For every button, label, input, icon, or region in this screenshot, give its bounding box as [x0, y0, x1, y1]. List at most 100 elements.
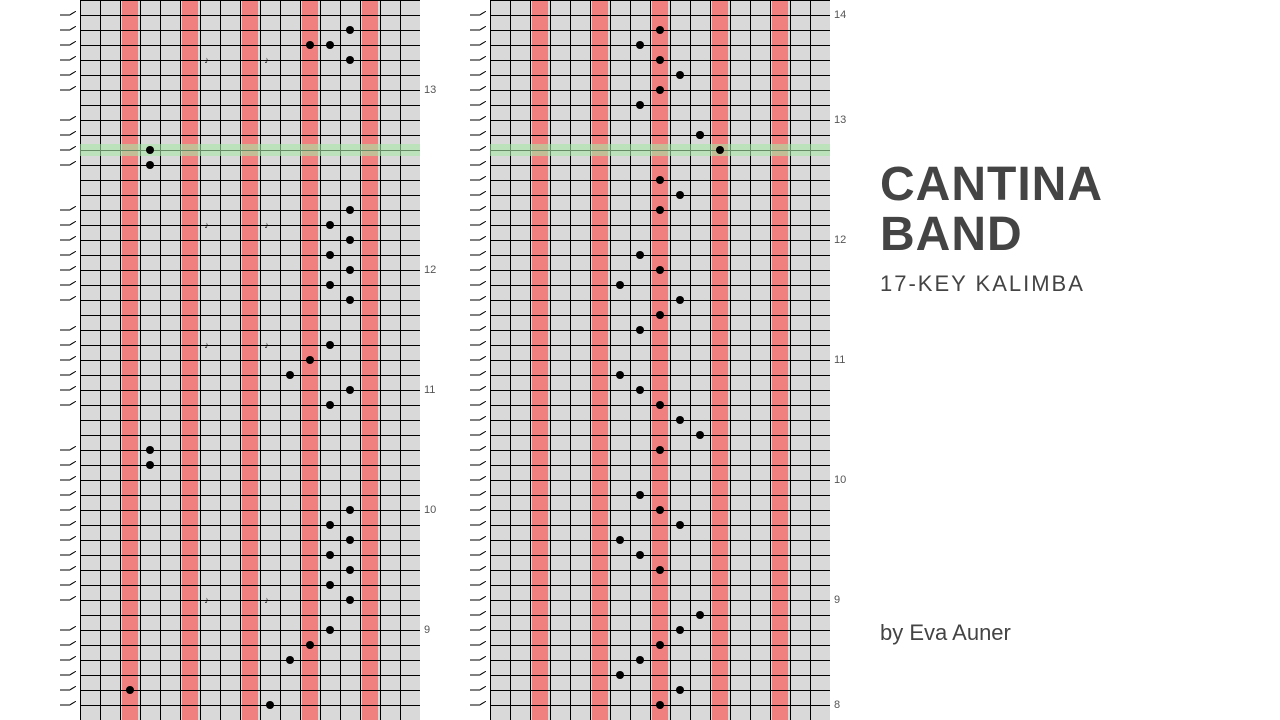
tab-note: [326, 251, 334, 259]
note-flag-icon: [470, 86, 488, 92]
beat-gridline: [80, 90, 420, 91]
beat-gridline: [490, 330, 830, 331]
beat-gridline: [80, 345, 420, 346]
beat-gridline: [80, 300, 420, 301]
grace-mark-icon: 𝆕: [205, 55, 208, 66]
beat-gridline: [80, 480, 420, 481]
tab-note: [656, 401, 664, 409]
beat-gridline: [490, 420, 830, 421]
title-block: CANTINA BAND 17-KEY KALIMBA: [880, 160, 1103, 297]
beat-gridline: [490, 135, 830, 136]
tab-note: [676, 521, 684, 529]
tab-note: [636, 326, 644, 334]
note-flag-icon: [470, 416, 488, 422]
beat-gridline: [80, 405, 420, 406]
beat-gridline: [80, 180, 420, 181]
note-flag-icon: [470, 356, 488, 362]
measure-number-label: 9: [834, 594, 840, 606]
note-flag-icon: [470, 101, 488, 107]
beat-gridline: [80, 375, 420, 376]
title-line-1: CANTINA: [880, 160, 1103, 210]
playhead-cursor[interactable]: [80, 144, 420, 156]
beat-gridline: [490, 75, 830, 76]
beat-gridline: [80, 360, 420, 361]
note-flag-icon: [470, 461, 488, 467]
note-flag-icon: [470, 116, 488, 122]
tab-note: [636, 656, 644, 664]
measure-number-label: 14: [834, 9, 846, 21]
note-flag-icon: [60, 236, 78, 242]
beat-gridline: [80, 210, 420, 211]
tab-note: [346, 536, 354, 544]
note-flag-icon: [470, 311, 488, 317]
beat-gridline: [80, 465, 420, 466]
note-flag-icon: [60, 356, 78, 362]
measure-number-label: 10: [424, 504, 436, 516]
note-flag-icon: [60, 341, 78, 347]
note-flag-icon: [470, 536, 488, 542]
beat-gridline: [490, 540, 830, 541]
beat-gridline: [80, 195, 420, 196]
note-flag-icon: [470, 326, 488, 332]
tab-note: [656, 176, 664, 184]
tab-note: [656, 701, 664, 709]
note-flag-icon: [470, 131, 488, 137]
tab-note: [676, 416, 684, 424]
note-flag-icon: [60, 476, 78, 482]
tab-note: [616, 371, 624, 379]
beat-gridline: [80, 705, 420, 706]
grace-mark-icon: 𝆕: [265, 340, 268, 351]
tab-note: [656, 206, 664, 214]
measure-number-label: 12: [424, 264, 436, 276]
measure-number-label: 13: [834, 114, 846, 126]
note-flag-icon: [60, 491, 78, 497]
tab-note: [656, 311, 664, 319]
tab-note: [696, 611, 704, 619]
tab-note: [656, 506, 664, 514]
playhead-cursor[interactable]: [490, 144, 830, 156]
grace-mark-icon: 𝆕: [265, 55, 268, 66]
beat-gridline: [490, 495, 830, 496]
note-flag-icon: [470, 626, 488, 632]
beat-gridline: [80, 30, 420, 31]
note-flags-column: [470, 0, 490, 720]
note-flag-icon: [60, 626, 78, 632]
note-flag-icon: [60, 266, 78, 272]
tab-note: [636, 491, 644, 499]
note-flag-icon: [60, 701, 78, 707]
beat-gridline: [490, 675, 830, 676]
tab-note: [346, 296, 354, 304]
beat-gridline: [490, 360, 830, 361]
note-flag-icon: [470, 491, 488, 497]
note-flag-icon: [470, 41, 488, 47]
note-flag-icon: [60, 596, 78, 602]
note-flag-icon: [60, 41, 78, 47]
beat-gridline: [80, 630, 420, 631]
tab-note: [346, 386, 354, 394]
measure-number-label: 12: [834, 234, 846, 246]
note-flag-icon: [470, 701, 488, 707]
beat-gridline: [80, 660, 420, 661]
tab-note: [326, 221, 334, 229]
beat-gridline: [80, 675, 420, 676]
note-flag-icon: [60, 221, 78, 227]
beat-gridline: [490, 285, 830, 286]
note-flag-icon: [60, 386, 78, 392]
beat-gridline: [490, 465, 830, 466]
note-flag-icon: [60, 296, 78, 302]
tab-note: [616, 671, 624, 679]
note-flag-icon: [470, 236, 488, 242]
note-flag-icon: [470, 221, 488, 227]
note-flag-icon: [470, 11, 488, 17]
tab-note: [146, 146, 154, 154]
note-flag-icon: [470, 611, 488, 617]
grace-mark-icon: 𝆕: [205, 595, 208, 606]
tab-note: [716, 146, 724, 154]
beat-gridline: [80, 540, 420, 541]
beat-gridline: [80, 120, 420, 121]
tab-strip: 𝆕𝆕𝆕𝆕𝆕𝆕𝆕𝆕131211109: [60, 0, 440, 720]
beat-gridline: [490, 120, 830, 121]
note-flag-icon: [60, 551, 78, 557]
tab-note: [676, 686, 684, 694]
beat-gridline: [80, 615, 420, 616]
